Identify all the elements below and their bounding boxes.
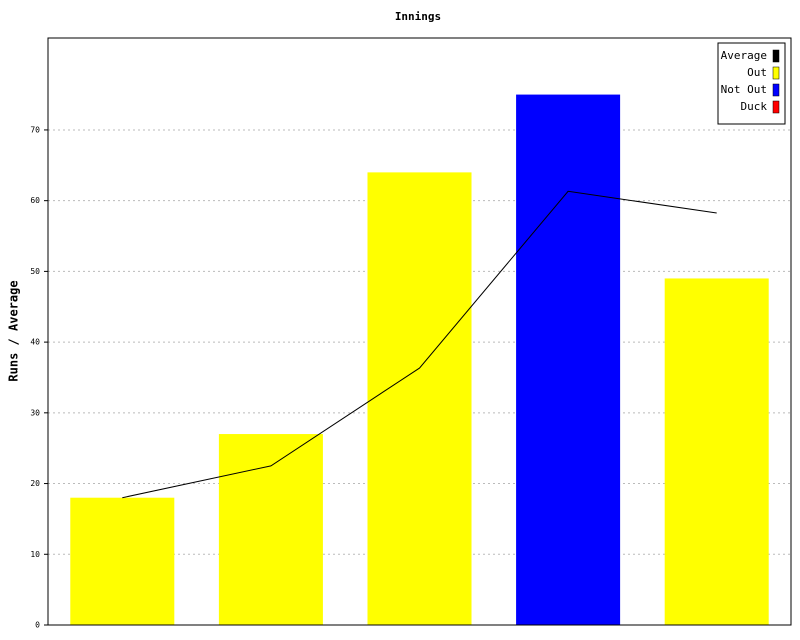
- y-tick-label: 10: [30, 550, 40, 559]
- legend-label: Out: [747, 66, 767, 79]
- bar: [664, 278, 769, 625]
- y-tick-label: 50: [30, 267, 40, 276]
- chart-title: Innings: [395, 10, 441, 23]
- legend-label: Duck: [741, 100, 768, 113]
- y-tick-label: 0: [35, 621, 40, 630]
- legend-swatch: [772, 66, 780, 80]
- bar: [218, 434, 323, 625]
- legend-swatch: [772, 49, 780, 63]
- y-tick-label: 60: [30, 196, 40, 205]
- y-tick-label: 20: [30, 479, 40, 488]
- legend-swatch: [772, 83, 780, 97]
- y-tick-label: 30: [30, 408, 40, 417]
- legend: Average Out Not Out Duck: [717, 42, 786, 125]
- y-tick-label: 70: [30, 125, 40, 134]
- plot-frame: [47, 37, 792, 626]
- legend-label: Average: [721, 49, 767, 62]
- legend-label: Not Out: [721, 83, 767, 96]
- y-tick-label: 40: [30, 338, 40, 347]
- legend-swatch: [772, 100, 780, 114]
- y-axis-label: Runs / Average: [7, 280, 21, 381]
- bar: [70, 497, 175, 625]
- marks: [70, 94, 769, 626]
- bar: [516, 94, 621, 626]
- line: [122, 190, 717, 499]
- bar: [367, 172, 472, 626]
